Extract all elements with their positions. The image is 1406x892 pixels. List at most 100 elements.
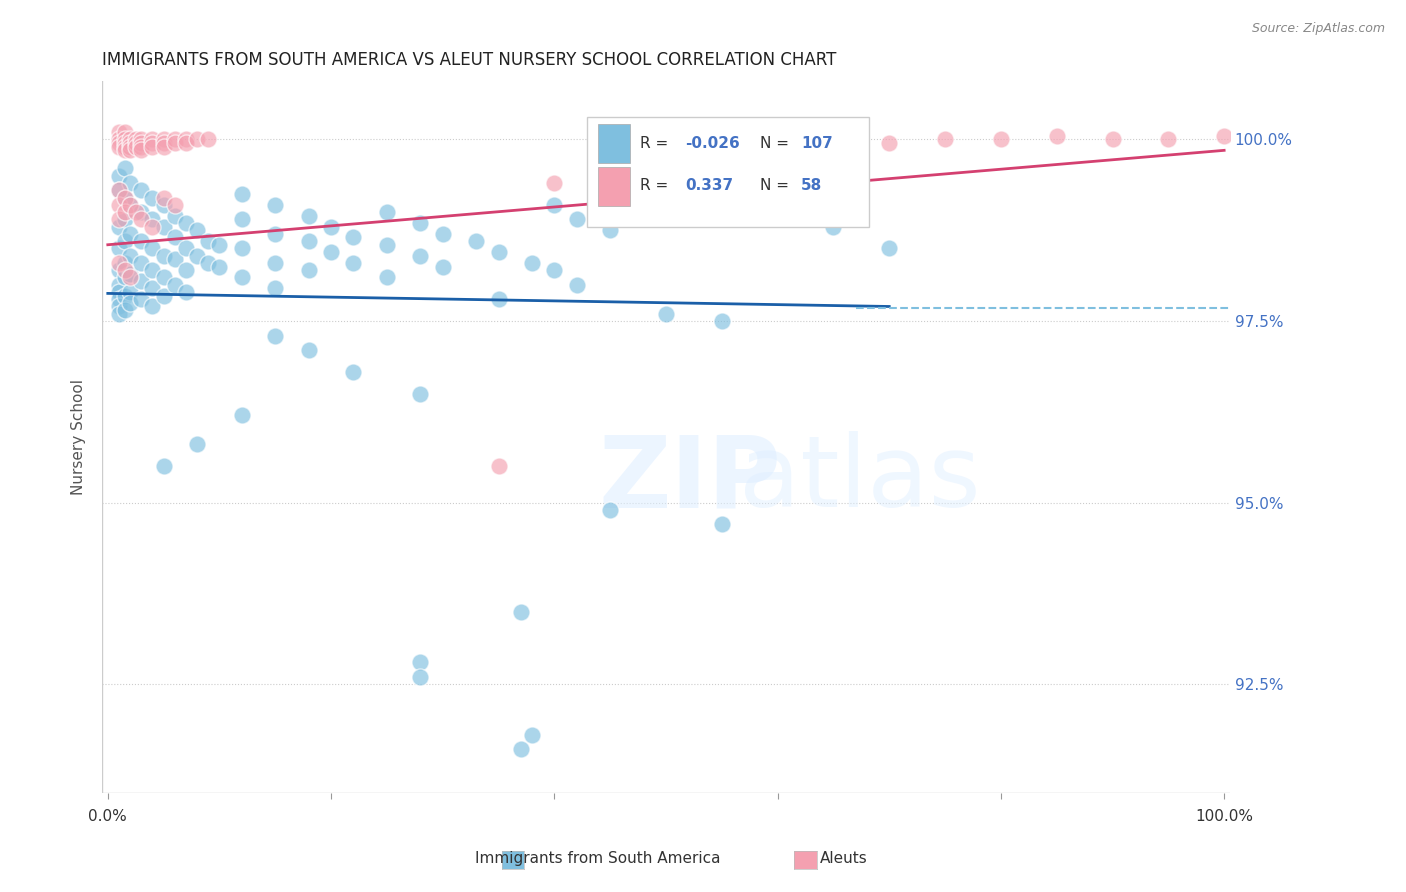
Point: [1157, 132, 1180, 146]
Point: [114, 270, 136, 285]
Point: [1046, 128, 1069, 143]
Point: [163, 132, 186, 146]
Point: [120, 136, 142, 150]
Point: [565, 277, 588, 292]
Point: [120, 139, 142, 153]
Point: [120, 176, 142, 190]
Point: [152, 219, 174, 234]
Point: [108, 198, 131, 212]
Point: [197, 132, 219, 146]
Point: [264, 227, 287, 241]
Point: [163, 209, 186, 223]
Point: [208, 237, 231, 252]
Point: [174, 136, 197, 150]
Point: [152, 198, 174, 212]
Point: [1213, 128, 1236, 143]
Point: [141, 139, 163, 153]
Point: [129, 292, 152, 306]
Point: [141, 190, 163, 204]
Point: [599, 503, 621, 517]
Y-axis label: Nursery School: Nursery School: [72, 379, 86, 495]
Point: [231, 409, 253, 423]
Point: [163, 277, 186, 292]
Point: [319, 219, 342, 234]
Text: Source: ZipAtlas.com: Source: ZipAtlas.com: [1251, 22, 1385, 36]
Point: [129, 205, 152, 219]
Point: [509, 742, 531, 756]
Point: [163, 198, 186, 212]
Text: -0.026: -0.026: [685, 136, 740, 151]
Point: [298, 343, 321, 357]
Point: [114, 205, 136, 219]
Point: [129, 139, 152, 153]
Point: [141, 219, 163, 234]
Point: [152, 139, 174, 153]
Point: [186, 249, 208, 263]
Point: [710, 125, 733, 139]
Point: [375, 205, 398, 219]
Point: [231, 241, 253, 255]
Point: [934, 132, 956, 146]
Point: [375, 270, 398, 285]
Point: [120, 198, 142, 212]
Point: [120, 285, 142, 299]
Point: [114, 161, 136, 176]
Point: [509, 605, 531, 619]
Point: [163, 230, 186, 244]
Point: [152, 132, 174, 146]
Point: [264, 256, 287, 270]
Bar: [599, 167, 630, 206]
Point: [141, 241, 163, 255]
Point: [409, 216, 432, 230]
Point: [108, 241, 131, 255]
Point: [163, 252, 186, 267]
Point: [141, 300, 163, 314]
Point: [125, 136, 148, 150]
Text: 0.337: 0.337: [685, 178, 734, 194]
Point: [120, 198, 142, 212]
Point: [152, 288, 174, 302]
Point: [208, 260, 231, 274]
Text: 107: 107: [801, 136, 832, 151]
Point: [114, 263, 136, 277]
Point: [409, 249, 432, 263]
Point: [129, 132, 152, 146]
Point: [409, 670, 432, 684]
Point: [152, 136, 174, 150]
Text: 100.0%: 100.0%: [1195, 809, 1253, 824]
Point: [114, 136, 136, 150]
Point: [114, 190, 136, 204]
Point: [129, 136, 152, 150]
Point: [375, 237, 398, 252]
Point: [599, 223, 621, 237]
Point: [264, 281, 287, 295]
Point: [114, 190, 136, 204]
Point: [197, 256, 219, 270]
Point: [108, 219, 131, 234]
Point: [152, 190, 174, 204]
Text: ZIP: ZIP: [599, 432, 782, 528]
Text: Aleuts: Aleuts: [820, 851, 868, 865]
Point: [114, 125, 136, 139]
Point: [114, 256, 136, 270]
Point: [186, 437, 208, 451]
Point: [108, 285, 131, 299]
Point: [197, 234, 219, 248]
Point: [114, 212, 136, 227]
Point: [114, 288, 136, 302]
Point: [125, 205, 148, 219]
Point: [129, 183, 152, 197]
Point: [432, 260, 454, 274]
Point: [108, 125, 131, 139]
Text: R =: R =: [640, 136, 673, 151]
Point: [823, 132, 845, 146]
Point: [114, 303, 136, 318]
Point: [342, 230, 364, 244]
Point: [520, 256, 543, 270]
Point: [298, 263, 321, 277]
Point: [120, 249, 142, 263]
Point: [432, 227, 454, 241]
Point: [108, 307, 131, 321]
Point: [125, 132, 148, 146]
Point: [108, 183, 131, 197]
